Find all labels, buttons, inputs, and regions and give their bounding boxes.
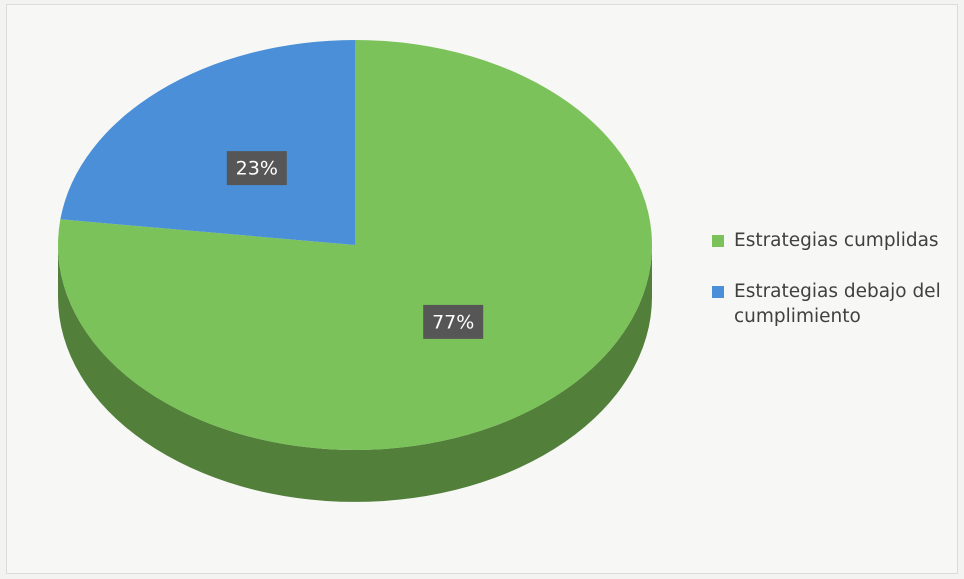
legend-item: Estrategias cumplidas [712,228,952,253]
legend: Estrategias cumplidas Estrategias debajo … [712,228,952,355]
legend-swatch [712,286,724,298]
legend-label: Estrategias cumplidas [734,230,939,251]
data-label: 23% [226,151,287,186]
slice-side [58,245,652,502]
data-label-box [226,151,287,186]
data-label-text: 23% [236,158,278,180]
legend-item: Estrategias debajo del cumplimiento [712,279,952,329]
legend-label: Estrategias debajo del cumplimiento [734,281,941,327]
legend-swatch [712,235,724,247]
slice [60,40,356,245]
data-label-box [423,304,484,339]
data-label-text: 77% [432,311,474,333]
data-label: 77% [423,304,484,339]
